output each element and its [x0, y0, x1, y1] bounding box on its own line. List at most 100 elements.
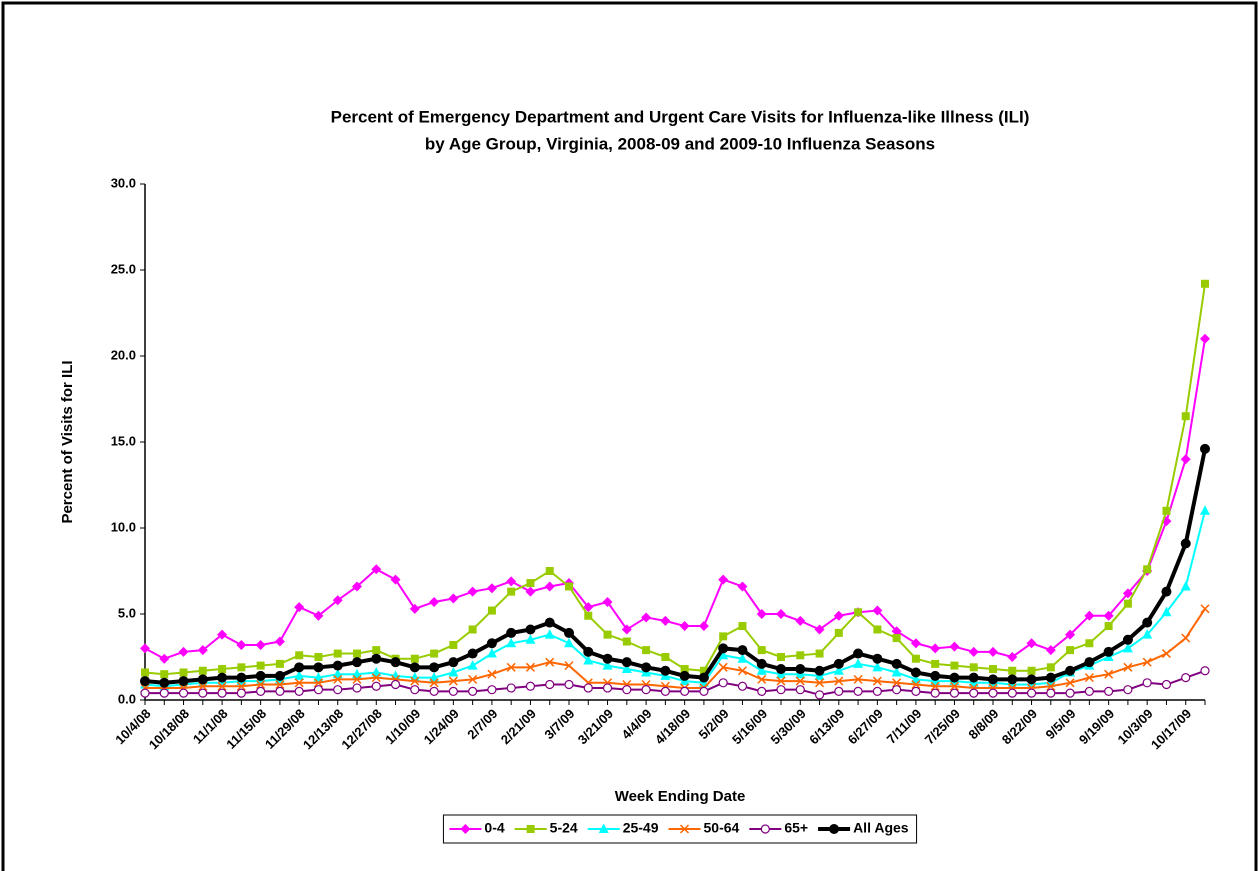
- marker: [565, 582, 573, 591]
- marker: [564, 661, 574, 671]
- x-tick-label: 3/21/09: [575, 706, 616, 747]
- legend-label: All Ages: [853, 820, 909, 836]
- marker: [1142, 629, 1153, 639]
- marker: [140, 643, 150, 654]
- marker: [333, 674, 343, 684]
- marker: [544, 629, 555, 639]
- marker: [776, 609, 786, 619]
- marker: [332, 595, 343, 606]
- marker: [1027, 666, 1036, 675]
- marker: [545, 657, 555, 667]
- marker: [892, 634, 901, 643]
- marker: [1084, 657, 1095, 668]
- marker: [718, 662, 728, 672]
- x-tick-label: 2/7/09: [464, 706, 500, 742]
- x-tick-label: 5/2/09: [696, 706, 732, 742]
- marker: [872, 661, 883, 672]
- marker: [256, 686, 266, 697]
- x-tick-label: 12/13/08: [300, 706, 346, 752]
- marker: [1084, 673, 1094, 683]
- marker: [448, 666, 459, 677]
- marker: [1045, 672, 1056, 683]
- marker: [545, 679, 555, 690]
- marker: [1122, 588, 1133, 599]
- marker: [275, 679, 285, 690]
- marker: [891, 658, 902, 669]
- marker: [506, 637, 517, 648]
- y-tick-label: 30.0: [111, 175, 136, 190]
- marker: [448, 657, 459, 668]
- x-tick-label: 10/17/09: [1148, 706, 1194, 752]
- marker: [1161, 679, 1172, 690]
- x-tick-label: 9/19/09: [1076, 706, 1117, 747]
- marker: [468, 625, 477, 634]
- marker: [910, 667, 921, 678]
- marker: [178, 688, 189, 698]
- marker: [814, 665, 825, 676]
- marker: [1162, 506, 1171, 515]
- marker: [410, 685, 420, 695]
- marker: [526, 579, 535, 588]
- marker: [872, 686, 882, 697]
- marker: [218, 665, 227, 674]
- marker: [332, 660, 343, 671]
- marker: [1181, 412, 1190, 421]
- marker: [622, 637, 631, 646]
- series-line: [145, 608, 1206, 689]
- marker: [448, 676, 458, 686]
- marker: [313, 678, 323, 688]
- marker: [1200, 666, 1210, 676]
- marker: [1161, 649, 1171, 659]
- marker: [352, 674, 362, 684]
- marker: [679, 621, 690, 632]
- marker: [1142, 657, 1152, 667]
- marker: [487, 669, 497, 679]
- marker: [313, 662, 324, 673]
- marker: [486, 583, 497, 594]
- marker: [777, 653, 785, 661]
- marker: [430, 649, 439, 658]
- marker: [602, 596, 613, 607]
- marker: [448, 686, 458, 697]
- marker: [1065, 629, 1076, 640]
- marker: [969, 688, 979, 698]
- marker: [834, 628, 843, 637]
- marker: [760, 824, 770, 834]
- marker: [487, 685, 497, 695]
- marker: [756, 609, 767, 619]
- marker: [460, 824, 471, 834]
- marker: [756, 658, 767, 669]
- marker: [544, 617, 555, 628]
- marker: [680, 665, 689, 674]
- marker: [294, 602, 305, 613]
- marker: [429, 596, 440, 607]
- marker: [371, 681, 381, 691]
- marker: [833, 610, 844, 621]
- marker: [988, 646, 998, 657]
- marker: [160, 670, 169, 679]
- marker: [796, 651, 805, 660]
- legend-label: 25-49: [623, 820, 659, 836]
- marker: [931, 659, 940, 668]
- marker: [660, 615, 671, 626]
- marker: [1161, 606, 1172, 617]
- marker: [795, 615, 806, 626]
- marker: [834, 676, 844, 686]
- marker: [486, 648, 497, 658]
- marker: [448, 593, 459, 604]
- marker: [1007, 688, 1017, 698]
- marker: [410, 676, 420, 686]
- marker: [429, 662, 440, 673]
- x-tick-label: 8/22/09: [999, 706, 1040, 747]
- marker: [1065, 688, 1075, 698]
- marker: [718, 643, 729, 654]
- marker: [1200, 604, 1210, 614]
- marker: [622, 685, 632, 695]
- x-tick-label: 4/4/09: [618, 706, 654, 742]
- marker: [294, 686, 304, 697]
- y-tick-label: 0.0: [118, 691, 136, 706]
- marker: [988, 674, 998, 685]
- marker: [757, 674, 767, 684]
- marker: [660, 686, 670, 697]
- marker: [757, 646, 766, 655]
